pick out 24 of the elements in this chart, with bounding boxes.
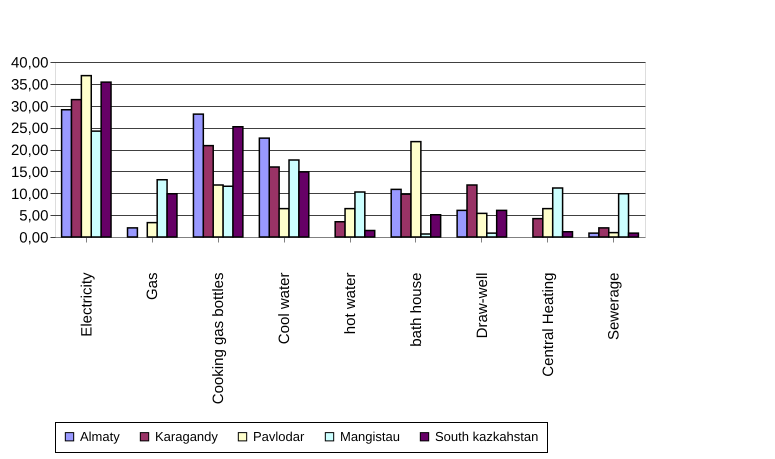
y-tick-label: 35,00 [10, 76, 48, 94]
x-tick-label: hot water [342, 272, 359, 334]
x-tick-label: Sewerage [606, 272, 623, 340]
y-tick-label: 40,00 [10, 54, 48, 72]
y-tick-label: 0,00 [19, 230, 48, 246]
y-tick-label: 30,00 [10, 98, 48, 116]
y-tick-label: 15,00 [10, 164, 48, 181]
legend-label: Pavlodar [253, 428, 305, 444]
legend-label: Almaty [80, 428, 120, 444]
y-tick-label: 20,00 [10, 142, 48, 159]
y-tick-label: 5,00 [19, 208, 48, 225]
legend-label: South kazkahstan [435, 428, 538, 444]
y-tick-label: 10,00 [10, 186, 48, 203]
x-tick-label: Cooking gas bottles [210, 272, 228, 404]
legend-label: Karagandy [155, 428, 218, 444]
legend-label: Mangistau [340, 428, 400, 444]
x-tick-label: Central Heating [540, 272, 557, 377]
x-tick-label: Cool water [276, 272, 294, 344]
y-tick-label: 25,00 [10, 120, 48, 138]
x-tick-label: Electricity [78, 272, 96, 337]
x-tick-label: bath house [408, 272, 425, 347]
x-tick-label: Gas [144, 272, 162, 300]
x-tick-label: Draw-well [474, 272, 491, 338]
bar [126, 227, 138, 238]
